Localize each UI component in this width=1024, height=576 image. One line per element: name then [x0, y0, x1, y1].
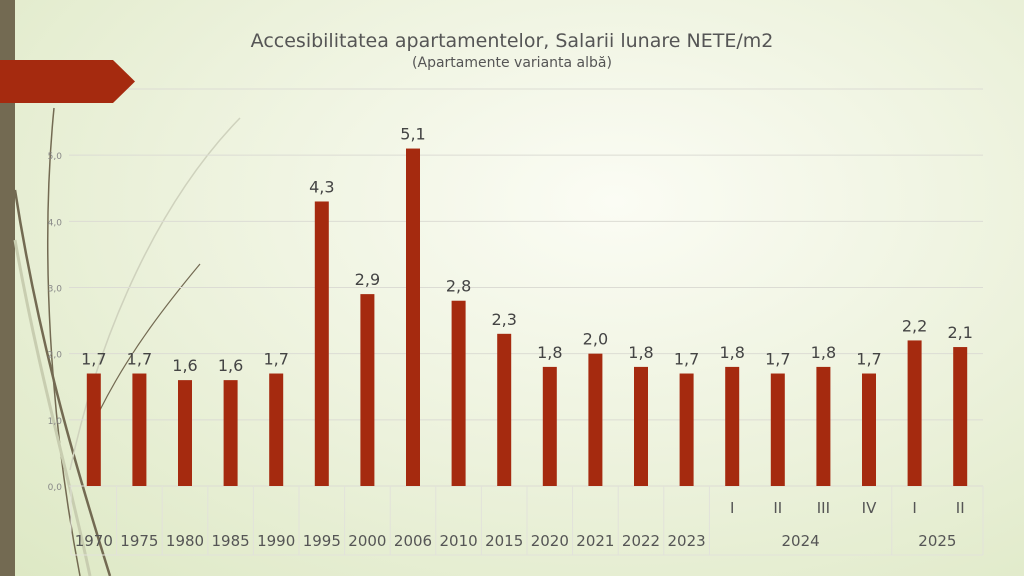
data-label: 2,3: [491, 310, 516, 329]
x-category-label: 1980: [166, 532, 204, 550]
data-label: 1,7: [127, 350, 152, 369]
bar: [406, 148, 420, 487]
x-category-label: 2021: [576, 532, 614, 550]
x-subcategory-label: III: [817, 499, 830, 517]
y-tick-label: 4,0: [48, 218, 63, 228]
bar: [269, 373, 284, 486]
data-label: 1,6: [172, 356, 197, 375]
x-subcategory-label: I: [912, 499, 916, 517]
data-label: 1,8: [811, 343, 836, 362]
x-subcategory-label: I: [730, 499, 734, 517]
x-category-label: 2010: [440, 532, 478, 550]
decorative-swooshes: [13, 107, 241, 576]
x-category-label: 2024: [782, 532, 820, 550]
bar: [360, 294, 375, 486]
bar: [542, 366, 557, 486]
x-category-label: 2006: [394, 532, 432, 550]
bar: [223, 380, 238, 486]
x-category-label: 2022: [622, 532, 660, 550]
bar: [588, 353, 603, 486]
bar: [725, 366, 740, 486]
bar: [770, 373, 785, 486]
title-banner-arrow: [0, 60, 135, 103]
data-label: 1,8: [719, 343, 744, 362]
data-label: 1,7: [81, 350, 106, 369]
data-label: 1,7: [856, 350, 881, 369]
x-category-label: 1985: [212, 532, 250, 550]
x-category-label: 2025: [918, 532, 956, 550]
data-label: 1,6: [218, 356, 243, 375]
bar: [314, 201, 329, 486]
data-label: 2,1: [947, 323, 972, 342]
bar: [497, 333, 512, 486]
bar: [816, 366, 831, 486]
bar: [634, 366, 648, 486]
y-tick-label: 0,0: [48, 483, 63, 493]
y-tick-label: 1,0: [48, 417, 63, 427]
data-label: 2,2: [902, 316, 927, 335]
bar: [862, 373, 876, 486]
x-category-label: 2015: [485, 532, 523, 550]
y-tick-label: 5,0: [48, 152, 63, 162]
bar: [907, 340, 922, 486]
data-label: 4,3: [309, 177, 334, 196]
data-label: 1,7: [674, 350, 699, 369]
data-label: 2,8: [446, 277, 471, 296]
x-subcategory-label: II: [773, 499, 782, 517]
x-subcategory-label: II: [956, 499, 965, 517]
data-label: 1,8: [537, 343, 562, 362]
data-label: 2,9: [355, 270, 380, 289]
x-category-label: 1970: [75, 532, 113, 550]
data-label: 1,8: [628, 343, 653, 362]
data-label: 1,7: [765, 350, 790, 369]
x-category-label: 2023: [668, 532, 706, 550]
bar: [679, 373, 694, 486]
bar: [132, 373, 147, 486]
x-category-label: 2000: [348, 532, 386, 550]
x-category-label: 1990: [257, 532, 295, 550]
x-category-label: 2020: [531, 532, 569, 550]
y-tick-label: 3,0: [48, 285, 63, 295]
data-label: 2,0: [583, 330, 608, 349]
x-subcategory-label: IV: [862, 499, 877, 517]
bar: [86, 373, 101, 486]
data-label: 1,7: [263, 350, 288, 369]
bar: [953, 347, 968, 486]
side-accent-bar: [0, 0, 15, 576]
chart-title: Accesibilitatea apartamentelor, Salarii …: [250, 30, 774, 52]
bar: [451, 300, 466, 486]
data-label: 5,1: [400, 125, 425, 144]
x-category-label: 1995: [303, 532, 341, 550]
chart-subtitle: (Apartamente varianta albă): [412, 55, 612, 71]
x-category-label: 1975: [120, 532, 158, 550]
bar: [178, 380, 192, 486]
y-tick-label: 2,0: [48, 351, 63, 361]
